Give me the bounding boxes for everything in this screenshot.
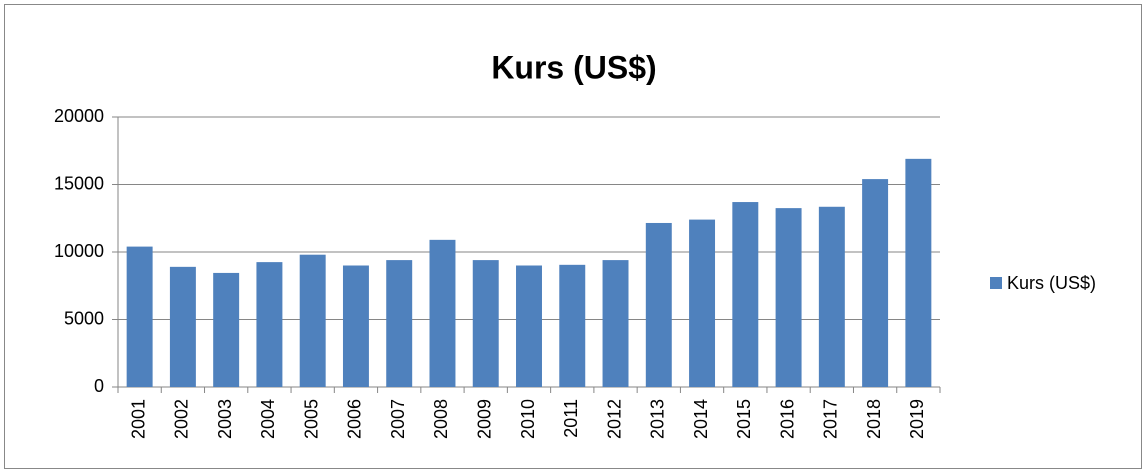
- x-tick-label: 2006: [345, 399, 365, 439]
- bar: [472, 260, 499, 387]
- y-tick-label: 0: [94, 376, 104, 396]
- bar: [516, 265, 542, 387]
- x-tick-label: 2015: [734, 399, 754, 439]
- chart-title: Kurs (US$): [491, 49, 656, 85]
- y-tick-label: 10000: [54, 241, 104, 261]
- bar: [169, 266, 196, 387]
- bar: [299, 254, 326, 387]
- bar: [602, 260, 629, 387]
- x-tick-label: 2009: [474, 399, 494, 439]
- x-tick-label: 2019: [907, 399, 927, 439]
- x-tick-label: 2007: [388, 399, 408, 439]
- bar: [386, 260, 413, 387]
- x-tick-label: 2016: [777, 399, 797, 439]
- y-tick-label: 15000: [54, 173, 104, 193]
- bar: [256, 262, 283, 387]
- x-tick-label: 2004: [258, 399, 278, 439]
- bar: [213, 272, 240, 387]
- x-tick-label: 2010: [518, 399, 538, 439]
- x-tick-label: 2005: [301, 399, 321, 439]
- legend-label: Kurs (US$): [1007, 273, 1096, 293]
- x-tick-label: 2017: [821, 399, 841, 439]
- bar: [126, 246, 153, 387]
- bar: [429, 239, 456, 387]
- bar: [689, 219, 716, 387]
- legend-swatch: [990, 277, 1002, 289]
- bar: [342, 265, 369, 387]
- bar: [862, 179, 889, 387]
- y-tick-label: 5000: [64, 308, 104, 328]
- x-tick-label: 2014: [691, 399, 711, 439]
- bar: [645, 222, 672, 387]
- bar: [818, 206, 845, 387]
- bar: [732, 202, 759, 387]
- x-tick-label: 2013: [648, 399, 668, 439]
- x-tick-label: 2003: [215, 399, 235, 439]
- x-tick-label: 2001: [128, 399, 148, 439]
- x-tick-label: 2018: [864, 399, 884, 439]
- x-tick-label: 2011: [561, 399, 581, 438]
- chart-border: [4, 4, 1142, 469]
- x-tick-label: 2002: [172, 399, 192, 439]
- x-tick-label: 2012: [604, 399, 624, 439]
- y-tick-label: 20000: [54, 106, 104, 126]
- bar: [775, 208, 802, 387]
- bar: [905, 158, 932, 387]
- x-tick-label: 2008: [431, 399, 451, 439]
- bar: [559, 264, 586, 387]
